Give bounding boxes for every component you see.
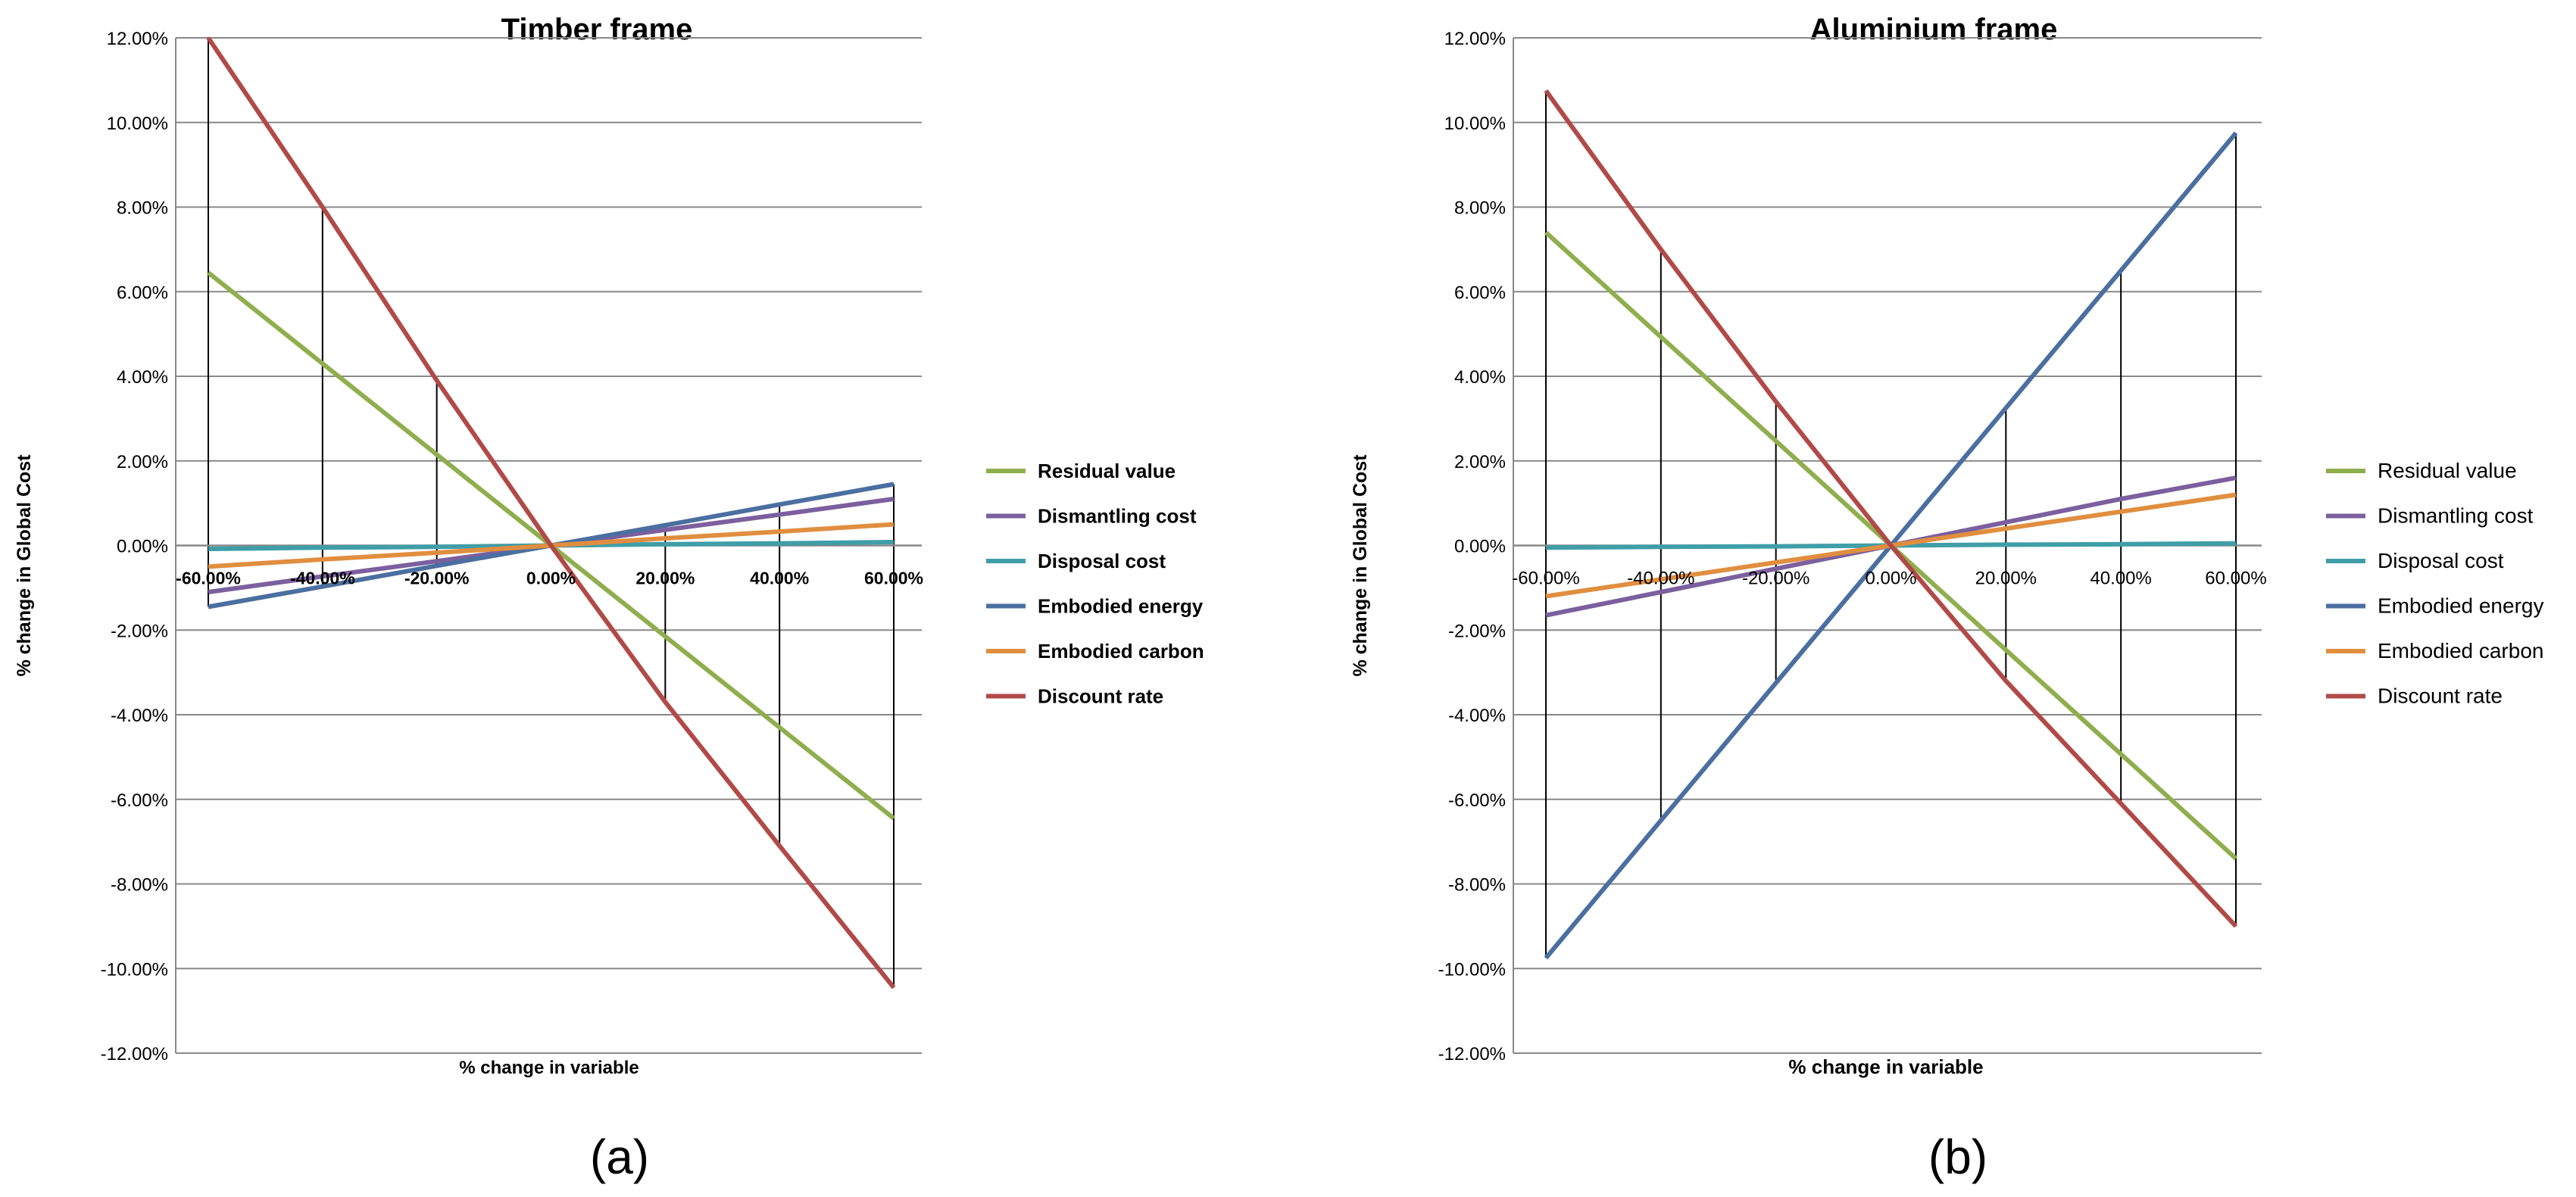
y-tick-label: -8.00% (1448, 875, 1506, 896)
panel-caption: (a) (590, 1130, 649, 1184)
high-low-lines (208, 38, 895, 988)
chart-title: Aluminium frame (1810, 13, 2058, 46)
legend-label-dismantling-cost: Dismantling cost (1038, 505, 1197, 528)
x-tick-label: 40.00% (2090, 569, 2151, 589)
y-tick-labels: 12.00% 10.00% 8.00% 6.00% 4.00% 2.00% 0.00% -2.… (101, 29, 168, 1065)
legend: Residual value Dismantling cost Disposal c… (2326, 459, 2543, 708)
y-tick-label: -12.00% (101, 1044, 168, 1065)
x-tick-label: -60.00% (176, 569, 241, 588)
y-tick-label: 8.00% (117, 198, 168, 219)
legend-label-discount-rate: Discount rate (2378, 684, 2503, 708)
y-tick-label: -12.00% (1438, 1044, 1506, 1065)
legend-label-embodied-energy: Embodied energy (1038, 595, 1204, 618)
series-line-discount-rate (206, 36, 896, 990)
legend-label-residual-value: Residual value (2378, 459, 2517, 482)
y-tick-label: -8.00% (111, 875, 168, 896)
gridlines (176, 37, 922, 1054)
x-tick-label: -40.00% (290, 569, 355, 588)
x-tick-label: 40.00% (750, 569, 809, 588)
y-tick-label: 12.00% (1444, 29, 1506, 49)
series-line-discount-rate (1544, 89, 2238, 928)
y-tick-label: -10.00% (1438, 959, 1506, 980)
y-tick-label: -2.00% (1448, 621, 1506, 641)
x-axis-label: % change in variable (459, 1058, 639, 1078)
x-axis-label: % change in variable (1788, 1055, 1983, 1078)
y-tick-label: -6.00% (1448, 790, 1506, 811)
y-tick-label: 10.00% (107, 114, 168, 134)
chart-panel-aluminium: Aluminium frame % change in Global Cost … (1350, 13, 2543, 1184)
y-tick-label: 6.00% (117, 282, 168, 303)
legend: Residual value Dismantling cost Disposal c… (986, 460, 1204, 708)
legend-label-discount-rate: Discount rate (1038, 685, 1163, 708)
y-tick-label: 4.00% (117, 367, 168, 388)
panel-caption: (b) (1928, 1130, 1987, 1184)
y-tick-label: 2.00% (1454, 452, 1506, 472)
y-tick-label: 10.00% (1444, 114, 1506, 134)
legend-label-embodied-carbon: Embodied carbon (1038, 640, 1204, 662)
y-tick-label: 12.00% (107, 29, 168, 49)
y-axis-label: % change in Global Cost (14, 454, 35, 677)
x-tick-label: -20.00% (1742, 569, 1809, 589)
y-tick-label: 8.00% (1454, 198, 1506, 219)
legend-label-embodied-energy: Embodied energy (2378, 594, 2543, 618)
y-tick-label: 4.00% (1454, 367, 1506, 388)
x-tick-label: 0.00% (1865, 569, 1916, 589)
x-tick-labels: -60.00% -40.00% -20.00% 0.00% 20.00% 40.00% 60… (1512, 569, 2266, 589)
y-tick-label: -2.00% (111, 621, 168, 641)
chart-panel-timber: Timber frame % change in Global Cost % c… (14, 13, 1204, 1184)
y-tick-label: 6.00% (1454, 282, 1506, 303)
chart-title: Timber frame (501, 13, 693, 46)
x-tick-labels: -60.00% -40.00% -20.00% 0.00% 20.00% 40.00% 60… (176, 569, 923, 588)
x-tick-label: 20.00% (635, 569, 695, 588)
y-tick-labels: 12.00% 10.00% 8.00% 6.00% 4.00% 2.00% 0.00% -2.… (1438, 29, 1506, 1065)
legend-label-disposal-cost: Disposal cost (2378, 549, 2504, 572)
x-tick-label: 60.00% (864, 569, 923, 588)
series-lines (206, 36, 896, 990)
x-tick-label: 60.00% (2205, 569, 2266, 589)
y-tick-label: 2.00% (117, 452, 168, 472)
y-tick-label: -6.00% (111, 790, 168, 811)
y-tick-label: -4.00% (1448, 706, 1506, 726)
x-tick-label: -20.00% (404, 569, 470, 588)
y-tick-label: 0.00% (1454, 537, 1506, 557)
y-tick-label: 0.00% (117, 537, 168, 557)
legend-label-embodied-carbon: Embodied carbon (2378, 639, 2543, 662)
legend-label-residual-value: Residual value (1038, 460, 1176, 482)
x-tick-label: -40.00% (1627, 569, 1694, 589)
series-lines (1544, 89, 2238, 960)
y-axis-label: % change in Global Cost (1350, 454, 1371, 677)
legend-label-dismantling-cost: Dismantling cost (2378, 504, 2534, 528)
x-tick-label: 20.00% (1975, 569, 2037, 589)
legend-label-disposal-cost: Disposal cost (1038, 550, 1166, 572)
x-tick-label: -60.00% (1512, 569, 1579, 589)
x-tick-label: 0.00% (526, 569, 576, 588)
y-tick-label: -10.00% (101, 959, 168, 980)
y-tick-label: -4.00% (111, 706, 168, 726)
